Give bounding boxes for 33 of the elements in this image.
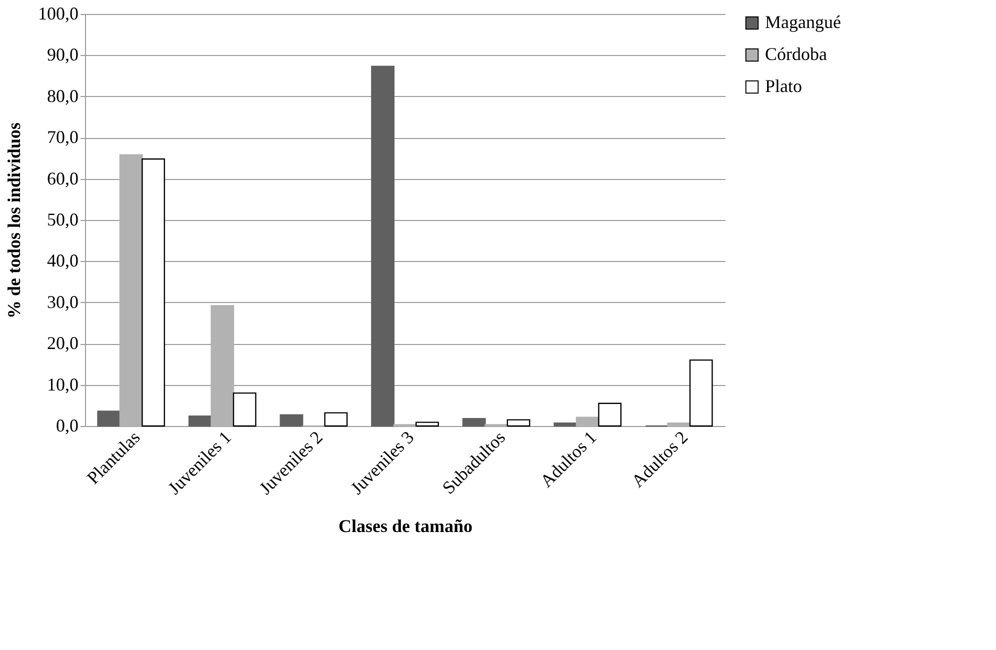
bar	[506, 419, 530, 427]
bar	[598, 402, 622, 427]
y-tick-label: 100,0	[38, 4, 78, 24]
bar	[462, 418, 486, 427]
bar	[324, 412, 348, 427]
bar	[188, 416, 212, 427]
y-tick-label: 30,0	[47, 292, 78, 312]
bar	[371, 66, 394, 427]
bar	[210, 305, 234, 427]
bar	[97, 410, 121, 427]
y-tick-label: 50,0	[47, 210, 78, 230]
y-tick-label: 0,0	[56, 416, 78, 436]
x-axis-title: Clases de tamaño	[338, 516, 472, 536]
y-axis-title: % de todos los individuos	[4, 122, 24, 319]
bar	[232, 392, 256, 427]
bar	[142, 158, 166, 427]
legend-label: Magangué	[765, 12, 841, 32]
bar	[280, 414, 304, 427]
bar	[667, 422, 691, 427]
y-tick-label: 80,0	[47, 86, 78, 106]
y-tick-label: 10,0	[47, 374, 78, 394]
bar	[416, 422, 439, 427]
bar	[119, 154, 143, 427]
y-tick-label: 70,0	[47, 127, 78, 148]
bar	[576, 416, 600, 427]
y-tick-label: 40,0	[47, 250, 78, 271]
bar	[689, 359, 713, 427]
bar	[554, 422, 578, 427]
legend-label: Córdoba	[765, 44, 827, 64]
y-tick-label: 60,0	[47, 168, 78, 188]
legend-label: Plato	[765, 76, 802, 96]
y-tick-label: 20,0	[47, 333, 78, 354]
y-tick-label: 90,0	[47, 44, 78, 65]
